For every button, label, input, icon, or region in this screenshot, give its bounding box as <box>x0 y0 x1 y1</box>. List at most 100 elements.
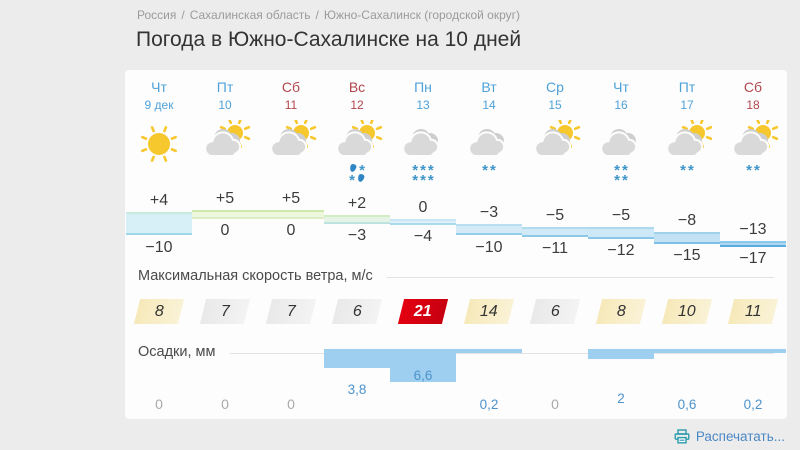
snowflake-glyph: * <box>490 162 496 179</box>
precip-marks-row: * * <box>588 172 654 188</box>
precip-bar <box>720 349 786 353</box>
precip-bar <box>390 349 456 382</box>
weather-icon-cell[interactable] <box>126 120 192 190</box>
temp-max-label: +4 <box>149 191 169 209</box>
wind-badge[interactable]: 7 <box>199 298 251 324</box>
wind-value: 8 <box>154 302 164 319</box>
precip-section-header: Осадки, мм <box>138 344 774 360</box>
temp-max-label: −8 <box>677 212 697 230</box>
weather-icon-cell[interactable]: * * * * * * <box>390 120 456 190</box>
weather-icon-cell[interactable] <box>522 117 588 190</box>
wind-badge[interactable]: 6 <box>529 298 581 324</box>
temp-band <box>456 223 522 236</box>
day-header[interactable]: Пт 17 <box>654 79 720 112</box>
wind-cell: 8 <box>588 296 654 326</box>
snowflake-glyph: * <box>412 172 419 189</box>
day-date: 15 <box>548 98 562 112</box>
print-label: Распечатать... <box>695 429 785 444</box>
forecast-card: Чт 9 дек Пт 10 Сб 11 Вс 12 Пн 13 Вт 14 Ср 15 Чт 16 Пт 17 С… <box>125 70 787 419</box>
temp-max-label: −3 <box>479 203 499 221</box>
wind-value: 11 <box>744 302 762 319</box>
weather-icon-cell[interactable]: * * * * <box>588 120 654 190</box>
weather-icons-row: * * * * * * * * * * * * * * * * * * <box>126 117 786 190</box>
wind-badge[interactable]: 10 <box>661 298 713 324</box>
weather-icon-cell[interactable]: * * <box>720 117 786 190</box>
breadcrumb: Россия / Сахалинская область / Южно-Сахалинс… <box>137 8 520 22</box>
snowflake-glyph: * <box>420 172 426 189</box>
weather-icon-cell[interactable] <box>258 117 324 190</box>
wind-row: 8 7 7 6 21 14 6 8 10 11 <box>126 296 786 326</box>
day-name: Сб <box>743 79 763 95</box>
day-date: 16 <box>614 98 628 112</box>
temp-band <box>390 218 456 226</box>
wind-badge[interactable]: 21 <box>397 298 449 324</box>
temp-band <box>522 227 588 238</box>
wind-cell: 8 <box>126 296 192 326</box>
print-link[interactable]: Распечатать... <box>674 429 785 444</box>
wind-badge[interactable]: 11 <box>727 298 779 324</box>
day-name: Пт <box>216 79 234 95</box>
wind-badge[interactable]: 14 <box>463 298 515 324</box>
temp-band <box>258 210 324 219</box>
precip-marks-row: * <box>324 162 390 179</box>
precip-marks: * * * * * * <box>390 162 456 189</box>
wind-cell: 11 <box>720 296 786 326</box>
breadcrumb-separator: / <box>315 8 319 22</box>
precip-marks: * * * * <box>588 162 654 188</box>
cloud-snow-icon <box>402 129 440 157</box>
wind-badge[interactable]: 8 <box>595 298 647 324</box>
wind-value: 8 <box>616 302 626 319</box>
temp-band <box>126 211 192 236</box>
day-header[interactable]: Чт 9 дек <box>126 79 192 112</box>
temp-max-label: 0 <box>418 198 428 216</box>
day-header[interactable]: Пн 13 <box>390 79 456 112</box>
wind-value: 6 <box>352 302 362 319</box>
temp-min-label: −4 <box>413 228 433 246</box>
snowflake-glyph: * <box>614 162 620 179</box>
sun-cloud-snow-icon <box>666 117 713 157</box>
temp-band <box>324 215 390 224</box>
breadcrumb-item[interactable]: Южно-Сахалинск (городской округ) <box>323 8 521 22</box>
weather-icon-cell[interactable] <box>192 117 258 190</box>
snowflake-glyph: * <box>359 162 365 179</box>
day-name: Чт <box>613 79 629 95</box>
snowflake-glyph: * <box>427 172 434 189</box>
temp-min-label: −17 <box>739 250 767 268</box>
breadcrumb-item[interactable]: Россия <box>137 8 177 22</box>
wind-badge[interactable]: 8 <box>133 298 185 324</box>
wind-badge[interactable]: 7 <box>265 298 317 324</box>
weather-icon-cell[interactable]: * * <box>324 117 390 190</box>
day-header[interactable]: Сб 11 <box>258 79 324 112</box>
day-header[interactable]: Пт 10 <box>192 79 258 112</box>
precip-value: 0,2 <box>743 397 763 412</box>
snowflake-glyph: * <box>482 162 488 179</box>
breadcrumb-item[interactable]: Сахалинская область <box>189 8 311 22</box>
precip-value: 6,6 <box>413 368 433 383</box>
sun-cloud-icon <box>534 117 581 157</box>
wind-cell: 6 <box>324 296 390 326</box>
day-header[interactable]: Чт 16 <box>588 79 654 112</box>
section-divider <box>386 276 774 278</box>
wind-cell: 21 <box>390 296 456 326</box>
day-name: Пт <box>678 79 696 95</box>
temp-max-label: −5 <box>545 207 565 224</box>
precip-value: 3,8 <box>347 382 367 397</box>
day-header[interactable]: Ср 15 <box>522 79 588 112</box>
raindrop-glyph <box>356 173 366 183</box>
printer-icon <box>674 429 690 444</box>
precip-value: 0 <box>155 396 163 412</box>
precip-marks-row: * * <box>654 162 720 178</box>
day-header[interactable]: Вт 14 <box>456 79 522 112</box>
precip-marks-row: * <box>324 172 390 188</box>
weather-icon-cell[interactable]: * * <box>654 117 720 190</box>
precip-marks-row: * * <box>720 162 786 178</box>
wind-badge[interactable]: 6 <box>331 298 383 324</box>
wind-section-label: Максимальная скорость ветра, м/с <box>138 268 373 284</box>
day-header[interactable]: Сб 18 <box>720 79 786 112</box>
weather-icon-cell[interactable]: * * <box>456 120 522 190</box>
wind-value: 14 <box>480 302 498 319</box>
day-header[interactable]: Вс 12 <box>324 79 390 112</box>
day-name: Пн <box>414 79 432 95</box>
wind-value: 21 <box>414 302 432 319</box>
